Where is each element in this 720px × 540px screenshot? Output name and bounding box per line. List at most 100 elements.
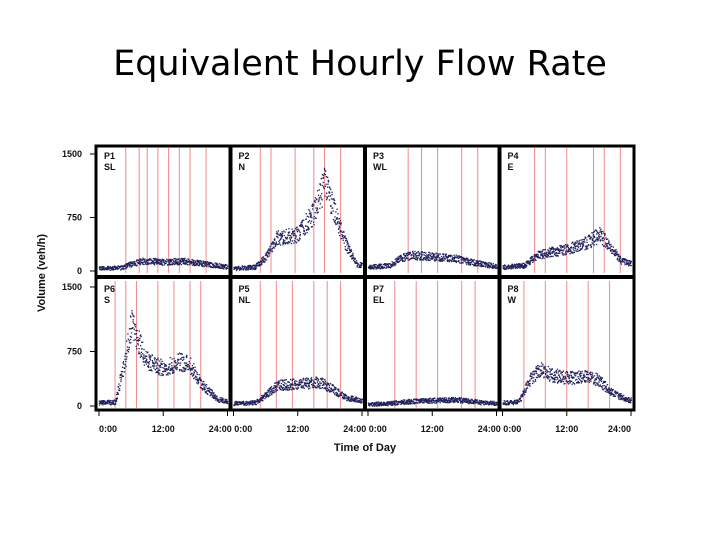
data-point <box>180 263 182 266</box>
data-point <box>572 371 574 373</box>
data-point <box>289 385 292 387</box>
data-point <box>614 254 616 257</box>
data-point <box>192 260 194 262</box>
data-point <box>124 264 126 266</box>
data-point <box>324 387 326 389</box>
data-point <box>557 255 559 257</box>
data-point <box>114 402 117 404</box>
data-point <box>356 400 358 402</box>
data-point <box>572 377 574 379</box>
data-point <box>338 221 340 223</box>
data-point <box>140 351 142 353</box>
data-point <box>579 239 581 241</box>
data-point <box>412 252 414 254</box>
data-point <box>479 401 481 404</box>
data-point <box>423 400 425 402</box>
data-point <box>552 248 554 251</box>
data-point <box>153 365 155 367</box>
data-point <box>287 381 289 383</box>
data-point <box>101 266 103 268</box>
data-point <box>144 361 146 363</box>
data-point <box>534 257 536 259</box>
data-point <box>109 399 112 402</box>
data-point <box>611 390 614 392</box>
data-point <box>301 225 303 227</box>
data-point <box>169 259 172 261</box>
data-point <box>291 240 294 242</box>
data-point <box>563 245 565 247</box>
data-point <box>144 258 146 260</box>
data-point <box>202 384 204 386</box>
data-point <box>277 236 279 239</box>
data-point <box>349 246 351 248</box>
data-point <box>360 266 362 268</box>
data-point <box>175 263 177 265</box>
data-point <box>392 400 394 402</box>
data-point <box>296 226 298 228</box>
data-point <box>456 257 458 259</box>
data-point <box>578 240 580 242</box>
data-point <box>436 400 439 402</box>
data-point <box>449 254 451 256</box>
data-point <box>625 397 627 399</box>
data-point <box>473 403 475 405</box>
data-point <box>570 249 572 251</box>
data-point <box>189 369 192 372</box>
data-point <box>534 372 536 375</box>
data-point <box>372 402 374 404</box>
data-point <box>134 326 137 328</box>
x-axis: 0:00 12:00 24:00 0:00 12:00 24:00 0:00 12:00 2… <box>98 410 632 434</box>
data-point <box>579 373 581 376</box>
data-point <box>271 390 274 392</box>
data-point <box>330 387 333 390</box>
data-point <box>166 264 169 266</box>
data-point <box>188 366 190 368</box>
data-point <box>320 378 322 380</box>
data-point <box>154 262 156 264</box>
data-point <box>332 218 335 221</box>
data-point <box>314 378 316 380</box>
data-point <box>630 401 632 403</box>
data-point <box>595 243 598 246</box>
data-point <box>490 401 492 404</box>
data-point <box>405 401 407 404</box>
data-point <box>614 395 617 397</box>
data-point <box>575 375 577 377</box>
data-point <box>352 256 354 258</box>
data-point <box>356 262 358 264</box>
data-point <box>134 263 137 265</box>
data-point <box>465 401 467 403</box>
data-point <box>296 231 298 233</box>
data-point <box>604 381 606 384</box>
data-point <box>202 262 204 265</box>
data-point <box>548 380 551 382</box>
data-point <box>506 267 508 269</box>
data-point <box>428 256 430 259</box>
data-point <box>136 329 138 332</box>
data-point <box>275 390 277 392</box>
data-point <box>598 233 601 236</box>
data-point <box>565 253 567 255</box>
data-point <box>137 344 139 346</box>
data-point <box>303 383 306 385</box>
data-point <box>172 263 175 265</box>
data-point <box>320 195 322 197</box>
data-point <box>617 391 619 394</box>
data-point <box>220 397 223 399</box>
data-point <box>264 257 266 260</box>
data-point <box>237 267 240 269</box>
data-point <box>179 260 181 262</box>
data-point <box>301 221 303 224</box>
data-point <box>294 233 296 235</box>
data-point <box>214 266 217 268</box>
data-point <box>546 372 548 374</box>
data-point <box>558 248 560 250</box>
data-point <box>103 267 105 269</box>
data-point <box>608 242 610 244</box>
data-point <box>286 387 288 389</box>
data-point <box>337 388 340 390</box>
data-point <box>182 263 184 265</box>
data-point <box>191 262 193 264</box>
data-point <box>544 366 546 368</box>
